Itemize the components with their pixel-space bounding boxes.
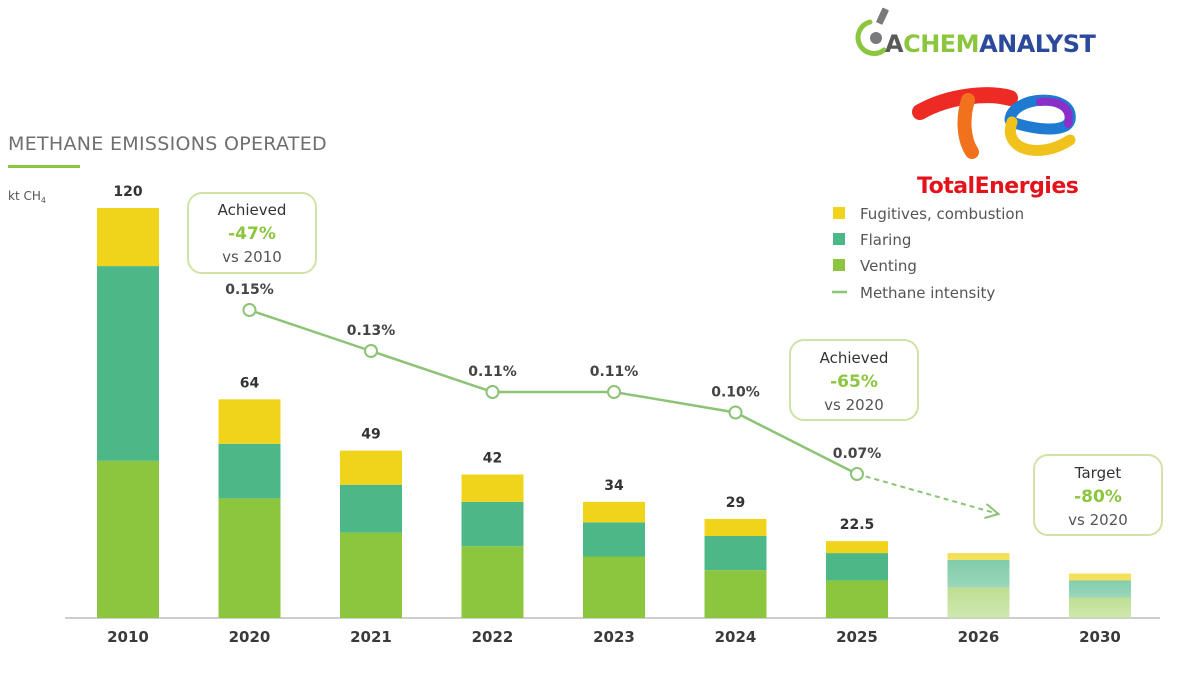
total-label-2021: 49 [361,427,380,443]
chemanalyst-wordmark: ACHEMANALYST [885,30,1097,58]
x-tick-2010: 2010 [107,628,149,646]
x-tick-labels-group: 2010 2020 2021 2022 2023 2024 2025 2026 2030 [107,628,1121,646]
callout-top: Achieved [820,349,889,367]
x-tick-2020: 2020 [229,628,271,646]
intensity-label-2024: 0.10% [711,385,760,401]
projection-fade-2026 [947,553,1010,618]
callout-top: Target [1074,464,1122,482]
intensity-point-2020 [242,303,257,317]
x-tick-2021: 2021 [350,628,392,646]
bar-fugitives-combustion-2021 [340,450,402,485]
bar-flaring-2024 [704,536,767,571]
callout-box [187,192,317,274]
callout-bottom: vs 2020 [824,396,884,414]
x-tick-2023: 2023 [593,628,635,646]
bar-venting-2021 [340,532,402,618]
callout-box [789,339,919,421]
intensity-point-2022 [485,385,500,399]
callout-value: -65% [830,372,878,392]
bar-fugitives-combustion-2010 [97,208,159,267]
intensity-line [249,308,858,476]
x-tick-2030: 2030 [1079,628,1121,646]
callout-bottom: vs 2010 [222,248,282,266]
legend-label-flaring: Flaring [860,231,911,249]
bar-fugitives-combustion-2024 [704,518,767,536]
legend-label-intensity: Methane intensity [860,284,995,302]
intensity-point-2021 [364,344,378,358]
total-label-2023: 34 [604,478,624,494]
x-tick-2024: 2024 [715,628,757,646]
bar-flaring-2022 [461,501,524,547]
x-tick-2026: 2026 [958,628,1000,646]
totalenergies-logo: TotalEnergies [912,87,1079,199]
bar-venting-2024 [704,570,767,618]
intensity-projection-line [856,473,999,515]
intensity-point-2023 [607,385,621,399]
unit-label: kt CH4 [8,189,46,205]
bar-fugitives-combustion-2022 [461,474,524,502]
total-label-2022: 42 [483,451,502,467]
bar-venting-2025 [826,580,888,618]
legend-swatch-venting [833,259,845,271]
bar-venting-2022 [461,546,524,618]
chemanalyst-logo: ACHEMANALYST [855,7,1097,58]
total-labels-group: 120 64 49 42 34 29 22.5 [113,184,874,533]
callout-box [1033,454,1163,536]
intensity-projection-arrow [984,503,1001,519]
totalenergies-wordmark: TotalEnergies [917,174,1079,199]
callout-bottom: vs 2020 [1068,511,1128,529]
callout-target-2020: Target -80% vs 2020 [1033,454,1163,536]
flask-icon [855,7,889,56]
legend-swatch-fugitives [833,207,845,219]
legend: Fugitives, combustion Flaring Venting Me… [832,205,1024,302]
total-label-2020: 64 [240,375,260,391]
bar-venting-2023 [583,556,645,618]
callout-top: Achieved [218,201,287,219]
intensity-point-2025 [850,467,864,481]
bar-flaring-2025 [826,553,888,581]
bar-flaring-2010 [97,266,159,461]
bar-fugitives-combustion-2020 [218,399,281,444]
bars-group [97,208,1131,618]
bar-flaring-2021 [340,484,402,533]
total-label-2024: 29 [726,495,745,511]
intensity-label-2023: 0.11% [590,364,639,380]
totalenergies-emblem-icon [912,87,1076,159]
intensity-label-2021: 0.13% [347,323,396,339]
legend-label-venting: Venting [860,257,917,275]
legend-label-fugitives: Fugitives, combustion [860,205,1024,223]
x-tick-2025: 2025 [836,628,878,646]
bar-flaring-2023 [583,522,645,557]
title-underline [8,165,80,168]
intensity-label-2020: 0.15% [225,282,274,298]
total-label-2010: 120 [113,184,142,200]
legend-swatch-flaring [833,233,845,245]
bar-venting-2010 [97,460,159,618]
total-label-2025: 22.5 [840,517,875,533]
intensity-line-group: 0.15% 0.13% 0.11% 0.11% 0.10% 0.07% [225,282,1001,519]
bar-fugitives-combustion-2025 [826,541,888,554]
bar-flaring-2020 [218,443,281,499]
intensity-point-2024 [728,405,743,420]
intensity-label-2025: 0.07% [833,446,882,462]
callout-achieved-2010: Achieved -47% vs 2010 [187,192,317,274]
projection-fade-2030 [1069,573,1131,618]
callout-value: -47% [228,224,276,244]
x-tick-2022: 2022 [472,628,514,646]
chart-title: METHANE EMISSIONS OPERATED [8,133,327,155]
intensity-label-2022: 0.11% [468,364,517,380]
callout-value: -80% [1074,487,1122,507]
bar-venting-2020 [218,498,281,618]
callout-achieved-2020: Achieved -65% vs 2020 [789,339,919,421]
bar-fugitives-combustion-2023 [583,501,645,523]
